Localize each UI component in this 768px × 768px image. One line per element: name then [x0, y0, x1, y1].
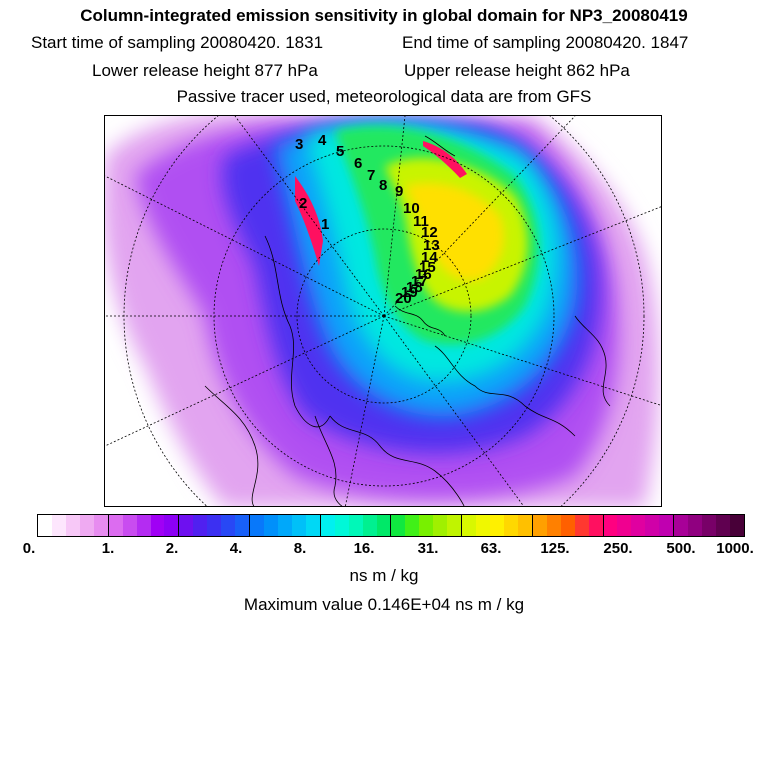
colorbar: [37, 514, 745, 537]
colorbar-segment: [320, 515, 335, 536]
colorbar-segment: [150, 515, 165, 536]
colorbar-segment: [560, 515, 575, 536]
colorbar-segment: [250, 515, 264, 536]
sensitivity-map: 1 2 3 4 5 6 7 8 9 10 11 12 13 14 15 16 1…: [104, 115, 662, 507]
colorbar-tick-label: 250.: [603, 540, 633, 557]
figure-title: Column-integrated emission sensitivity i…: [80, 6, 688, 25]
colorbar-segment: [631, 515, 646, 536]
colorbar-segment: [574, 515, 589, 536]
trajectory-label: 10: [403, 200, 420, 217]
colorbar-segment: [179, 515, 194, 536]
colorbar-tick-label: 1.: [101, 540, 115, 557]
colorbar-segment: [674, 515, 689, 536]
colorbar-segment: [79, 515, 94, 536]
colorbar-segment: [476, 515, 490, 536]
trajectory-label: 16: [415, 266, 432, 283]
trajectory-label: 14: [421, 249, 438, 266]
end-time-text: End time of sampling 20080420. 1847: [402, 33, 689, 52]
colorbar-segment: [702, 515, 716, 536]
trajectory-label: 9: [395, 183, 403, 200]
colorbar-segment: [93, 515, 109, 536]
colorbar-unit: ns m / kg: [349, 566, 419, 585]
trajectory-label: 2: [299, 195, 307, 212]
graticule: [105, 116, 661, 506]
colorbar-segment: [603, 515, 618, 536]
colorbar-segment: [164, 515, 180, 536]
maximum-value-text: Maximum value 0.146E+04 ns m / kg: [243, 595, 525, 614]
colorbar-segment: [588, 515, 604, 536]
colorbar-segment: [362, 515, 377, 536]
colorbar-segment: [405, 515, 420, 536]
colorbar-segment: [305, 515, 321, 536]
colorbar-segment: [51, 515, 66, 536]
lower-release-text: Lower release height 877 hPa: [92, 61, 318, 80]
trajectory-label: 7: [367, 167, 375, 184]
colorbar-tick-label: 500.: [666, 540, 696, 557]
trajectory-label: 20: [395, 290, 412, 307]
colorbar-segment: [291, 515, 306, 536]
colorbar-segment: [659, 515, 675, 536]
colorbar-segment: [207, 515, 222, 536]
colorbar-segment: [277, 515, 292, 536]
colorbar-segment: [376, 515, 392, 536]
colorbar-segment: [65, 515, 80, 536]
trajectory-label: 6: [354, 155, 362, 172]
colorbar-segment: [221, 515, 236, 536]
colorbar-segment: [729, 515, 744, 536]
colorbar-segment: [122, 515, 137, 536]
colorbar-segment: [688, 515, 703, 536]
trajectory-label: 8: [379, 177, 387, 194]
colorbar-tick-label: 4.: [229, 540, 243, 557]
trajectory-label: 18: [406, 279, 423, 296]
colorbar-segment: [391, 515, 406, 536]
colorbar-tick-label: 125.: [540, 540, 570, 557]
colorbar-tick-label: 8.: [293, 540, 307, 557]
trajectory-label: 17: [411, 273, 428, 290]
trajectory-label: 3: [295, 136, 303, 153]
colorbar-segment: [38, 515, 52, 536]
trajectory-label: 1: [321, 216, 329, 233]
colorbar-segment: [503, 515, 518, 536]
trajectory-label: 12: [421, 224, 438, 241]
map-plot: 1 2 3 4 5 6 7 8 9 10 11 12 13 14 15 16 1…: [105, 116, 661, 506]
colorbar-segment: [235, 515, 251, 536]
colorbar-ticks: 0. 1. 2. 4. 8. 16. 31. 63. 125. 250. 500…: [0, 540, 768, 560]
colorbar-segment: [447, 515, 463, 536]
colorbar-segment: [334, 515, 349, 536]
colorbar-segment: [433, 515, 448, 536]
start-time-text: Start time of sampling 20080420. 1831: [31, 33, 324, 52]
tracer-note: Passive tracer used, meteorological data…: [176, 87, 592, 106]
colorbar-segment: [264, 515, 278, 536]
colorbar-segment: [136, 515, 151, 536]
sensitivity-field: [105, 116, 660, 506]
colorbar-segment: [517, 515, 533, 536]
colorbar-tick-label: 1000.: [716, 540, 754, 557]
colorbar-segment: [716, 515, 730, 536]
colorbar-tick-label: 16.: [353, 540, 375, 557]
trajectory-label: 5: [336, 143, 344, 160]
trajectory-labels: 1 2 3 4 5 6 7 8 9 10 11 12 13 14 15 16 1…: [295, 132, 440, 307]
colorbar-segment: [419, 515, 434, 536]
trajectory-label: 11: [413, 213, 429, 230]
colorbar-segment: [645, 515, 660, 536]
colorbar-segment: [490, 515, 504, 536]
coastlines: [204, 135, 611, 506]
colorbar-segment: [462, 515, 477, 536]
colorbar-segment: [532, 515, 547, 536]
trajectory-label: 15: [419, 259, 436, 276]
colorbar-segment: [348, 515, 363, 536]
colorbar-segment: [546, 515, 561, 536]
colorbar-segment: [108, 515, 123, 536]
trajectory-label: 13: [423, 237, 440, 254]
colorbar-tick-label: 0.: [22, 540, 36, 557]
upper-release-text: Upper release height 862 hPa: [404, 61, 630, 80]
colorbar-tick-label: 63.: [480, 540, 502, 557]
colorbar-segment: [193, 515, 208, 536]
trajectory-label: 4: [318, 132, 327, 149]
colorbar-segment: [617, 515, 632, 536]
colorbar-tick-label: 2.: [165, 540, 179, 557]
colorbar-tick-label: 31.: [417, 540, 439, 557]
trajectory-label: 19: [401, 284, 418, 301]
